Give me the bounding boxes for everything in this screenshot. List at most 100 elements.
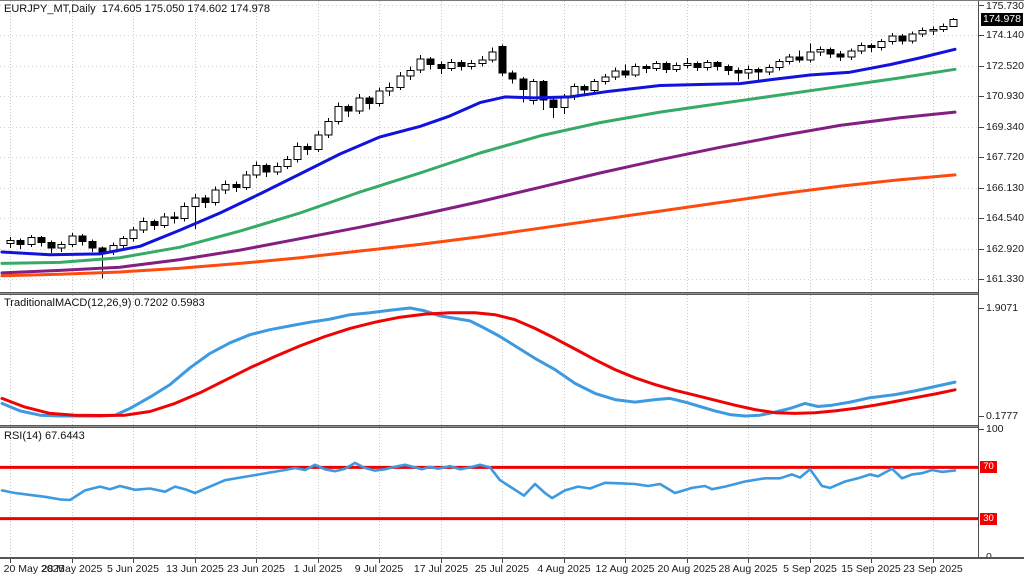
bullish-candle (877, 41, 886, 48)
bullish-candle (590, 81, 599, 91)
price-axis-label: 164.540 (986, 212, 1024, 224)
bullish-candle (396, 75, 405, 88)
bearish-candle (98, 247, 107, 253)
panel-divider[interactable] (0, 425, 1024, 428)
rsi-canvas[interactable] (0, 428, 978, 557)
time-axis-tick (871, 559, 872, 563)
axis-tick-mark (979, 35, 984, 36)
bearish-candle (867, 45, 876, 48)
time-axis-tick (10, 559, 11, 563)
bullish-candle (129, 229, 138, 240)
bullish-candle (939, 26, 948, 30)
bearish-candle (826, 48, 835, 55)
bullish-candle (447, 62, 456, 69)
bearish-candle (232, 183, 241, 188)
time-axis-label: 9 Jul 2025 (354, 563, 404, 575)
rsi-scale-100-label: 100 (986, 423, 1004, 435)
bullish-candle (918, 29, 927, 35)
bullish-candle (806, 51, 815, 61)
bearish-candle (508, 72, 517, 80)
bullish-candle (529, 81, 538, 102)
bearish-candle (170, 216, 179, 220)
axis-tick-mark (979, 188, 984, 189)
axis-tick-mark (979, 66, 984, 67)
price-axis-label: 174.140 (986, 29, 1024, 41)
time-axis-tick (748, 559, 749, 563)
bullish-candle (180, 205, 189, 220)
bullish-candle (68, 235, 77, 245)
bearish-candle (539, 81, 548, 101)
rsi-level-70-flag: 70 (980, 461, 997, 473)
bullish-candle (334, 105, 343, 123)
macd-signal-line (0, 311, 957, 417)
bullish-candle (119, 238, 128, 246)
price-axis-label: 167.720 (986, 151, 1024, 163)
bullish-candle (385, 86, 394, 92)
time-axis-label: 23 Jun 2025 (227, 563, 285, 575)
bearish-candle (621, 70, 630, 76)
axis-tick-mark (979, 416, 984, 417)
bearish-candle (201, 197, 210, 204)
bullish-candle (744, 68, 753, 74)
bearish-candle (365, 97, 374, 105)
axis-tick-mark (979, 308, 984, 309)
bearish-candle (754, 68, 763, 73)
bullish-candle (631, 66, 640, 76)
price-axis-label: 166.130 (986, 182, 1024, 194)
price-axis-label: 161.330 (986, 273, 1024, 285)
bullish-candle (252, 164, 261, 176)
time-axis-tick (810, 559, 811, 563)
bearish-candle (88, 241, 97, 249)
bullish-candle (355, 97, 364, 112)
bullish-candle (211, 189, 220, 204)
bearish-candle (344, 105, 353, 112)
time-axis-label: 5 Jun 2025 (107, 563, 159, 575)
bullish-candle (406, 69, 415, 77)
axis-tick-mark (979, 429, 984, 430)
panel-divider[interactable] (0, 292, 1024, 295)
macd-line (0, 306, 957, 418)
bullish-candle (467, 63, 476, 67)
ma-fast-blue-line (0, 47, 957, 257)
axis-tick-mark (979, 127, 984, 128)
price-chart-canvas[interactable] (0, 1, 978, 292)
time-axis-label: 20 May 2025 (3, 563, 65, 575)
price-axis-label: 170.930 (986, 90, 1024, 102)
axis-tick-mark (979, 96, 984, 97)
price-axis-label: 175.730 (986, 0, 1024, 12)
bullish-candle (857, 45, 866, 52)
macd-scale-min-label: 0.1777 (986, 410, 1019, 422)
bullish-candle (293, 145, 302, 161)
time-axis-label: 20 Aug 2025 (657, 563, 717, 575)
bullish-candle (273, 165, 282, 173)
price-chart-panel[interactable]: EURJPY_MT,Daily 174.605 175.050 174.602 … (0, 1, 978, 292)
bearish-candle (457, 62, 466, 68)
bullish-candle (375, 90, 384, 105)
axis-tick-mark (979, 249, 984, 250)
price-scale-axis[interactable]: 175.730 174.140 172.520 170.930 169.340 167.7… (978, 0, 1024, 563)
bullish-candle (488, 51, 497, 61)
bullish-candle (283, 159, 292, 167)
ma-slow-purple-line (0, 110, 957, 275)
bullish-candle (27, 237, 36, 245)
bullish-candle (6, 240, 15, 245)
bullish-candle (888, 35, 897, 43)
time-axis-tick (564, 559, 565, 563)
macd-canvas[interactable] (0, 295, 978, 425)
bullish-candle (765, 66, 774, 73)
bullish-candle (847, 50, 856, 58)
time-axis-tick (133, 559, 134, 563)
time-scale-axis[interactable]: 20 May 2025 28 May 2025 5 Jun 2025 13 Jun 2… (0, 557, 1024, 576)
macd-indicator-panel[interactable]: TraditionalMACD(12,26,9) 0.7202 0.5983 (0, 295, 978, 425)
price-axis-label: 172.520 (986, 60, 1024, 72)
time-axis-label: 28 Aug 2025 (718, 563, 778, 575)
bullish-candle (478, 59, 487, 65)
bullish-candle (160, 216, 169, 226)
bearish-candle (78, 235, 87, 243)
axis-tick-mark (979, 157, 984, 158)
bearish-candle (47, 242, 56, 249)
time-axis-label: 28 May 2025 (41, 563, 103, 575)
rsi-level-30-flag: 30 (980, 513, 997, 525)
rsi-indicator-panel[interactable]: RSI(14) 67.6443 (0, 428, 978, 557)
bullish-candle (929, 28, 938, 32)
